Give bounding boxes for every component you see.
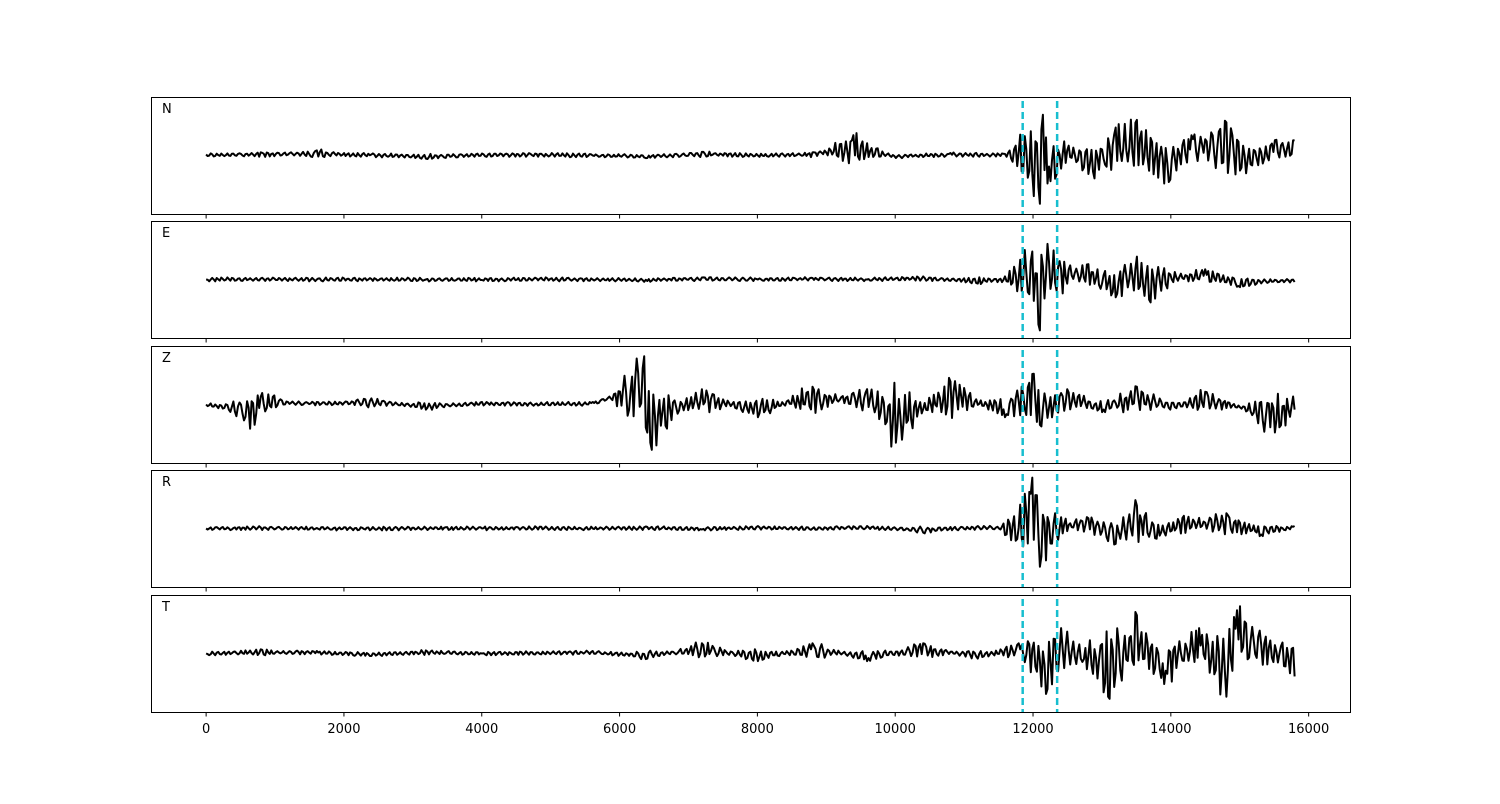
panel-E: E [151, 221, 1351, 343]
panel-label-E: E [162, 226, 170, 241]
panel-frame-Z [151, 346, 1351, 464]
panel-label-T: T [161, 600, 170, 615]
panel-N: N [151, 97, 1351, 219]
x-tick-label-3: 6000 [603, 722, 636, 737]
waveform-N [205, 113, 1295, 205]
panel-Z: Z [151, 346, 1351, 468]
panel-label-R: R [162, 475, 171, 490]
panel-frame-E [151, 221, 1351, 339]
waveform-E [205, 242, 1296, 332]
waveform-R [205, 476, 1296, 568]
x-tick-label-7: 14000 [1150, 722, 1191, 737]
waveform-Z [205, 355, 1296, 451]
x-tick-label-8: 16000 [1288, 722, 1329, 737]
x-tick-label-1: 2000 [327, 722, 360, 737]
panel-R: R [151, 470, 1351, 592]
panel-frame-N [151, 97, 1351, 215]
x-tick-label-0: 0 [202, 722, 210, 737]
x-tick-label-4: 8000 [741, 722, 774, 737]
x-tick-label-6: 12000 [1012, 722, 1053, 737]
panel-frame-T [151, 595, 1351, 713]
panel-frame-R [151, 470, 1351, 588]
panel-label-Z: Z [162, 351, 171, 366]
panel-T: T [151, 595, 1351, 717]
x-tick-label-5: 10000 [875, 722, 916, 737]
panel-label-N: N [162, 102, 172, 117]
x-tick-label-2: 4000 [465, 722, 498, 737]
waveform-T [205, 605, 1296, 700]
